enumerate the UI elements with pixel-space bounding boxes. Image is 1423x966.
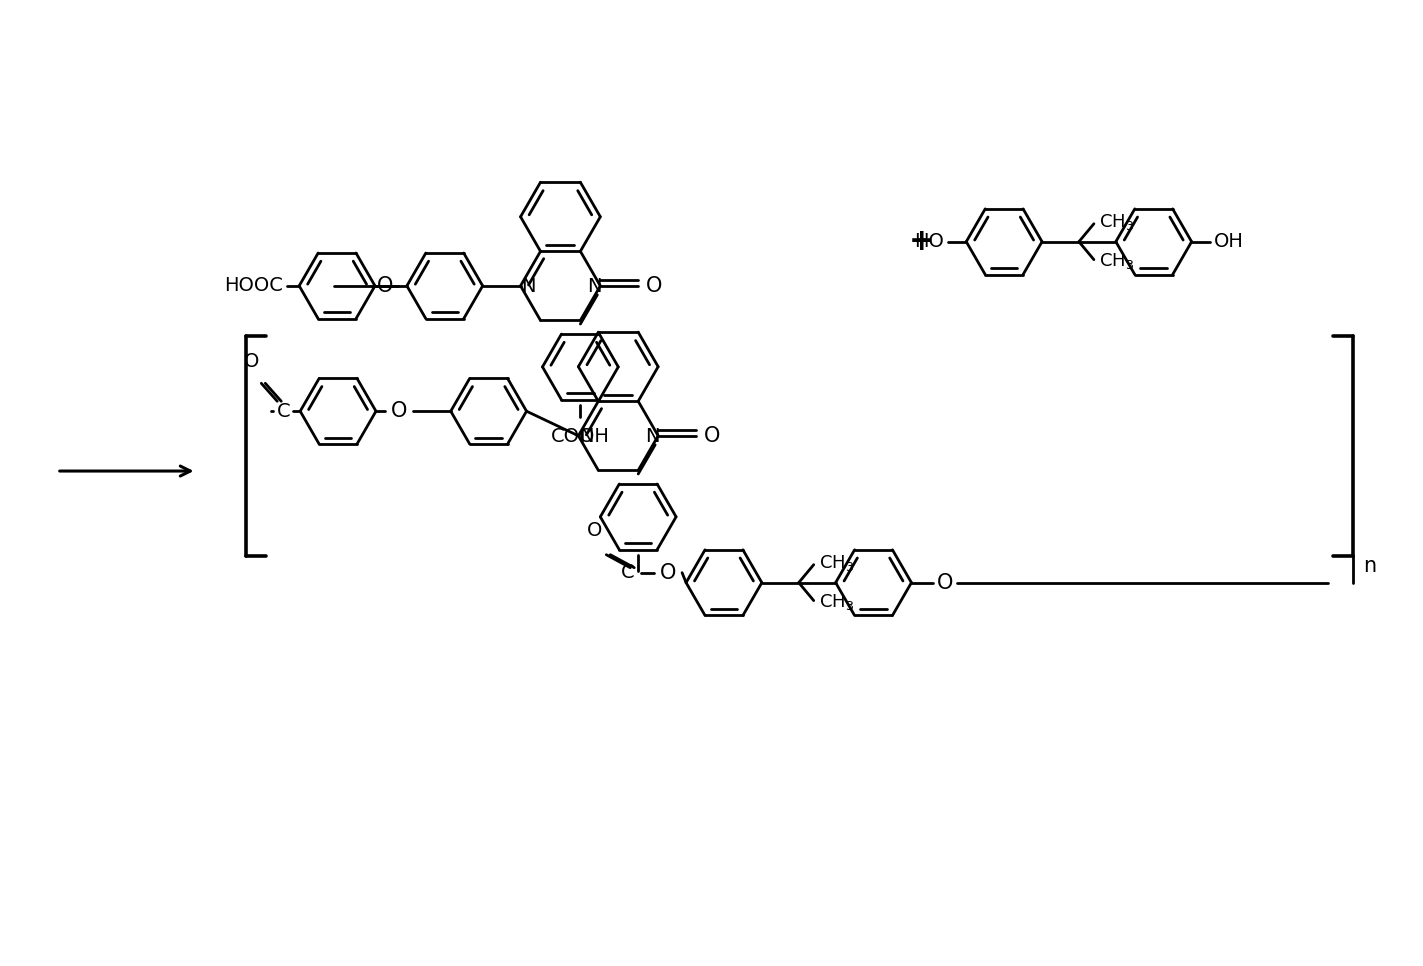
Text: HOOC: HOOC <box>225 276 283 296</box>
Text: O: O <box>938 573 953 592</box>
Text: N: N <box>588 277 602 297</box>
Text: C: C <box>620 563 635 582</box>
Text: N: N <box>521 277 536 297</box>
Text: n: n <box>1363 555 1376 576</box>
Text: O: O <box>377 276 393 296</box>
Text: C: C <box>276 402 290 421</box>
Text: +: + <box>908 227 935 256</box>
Text: O: O <box>704 426 720 445</box>
Text: OH: OH <box>1214 232 1244 251</box>
Text: O: O <box>660 562 676 582</box>
Text: O: O <box>586 522 602 540</box>
Text: CH$_3$: CH$_3$ <box>820 554 854 573</box>
Text: COOH: COOH <box>551 427 610 445</box>
Text: O: O <box>243 352 259 371</box>
Text: N: N <box>579 427 593 446</box>
Text: HO: HO <box>915 232 945 251</box>
Text: CH$_3$: CH$_3$ <box>1099 213 1134 232</box>
Text: O: O <box>391 401 407 421</box>
Text: CH$_3$: CH$_3$ <box>1099 251 1134 271</box>
Text: O: O <box>646 276 663 296</box>
Text: N: N <box>645 427 659 446</box>
Text: CH$_3$: CH$_3$ <box>820 592 854 612</box>
